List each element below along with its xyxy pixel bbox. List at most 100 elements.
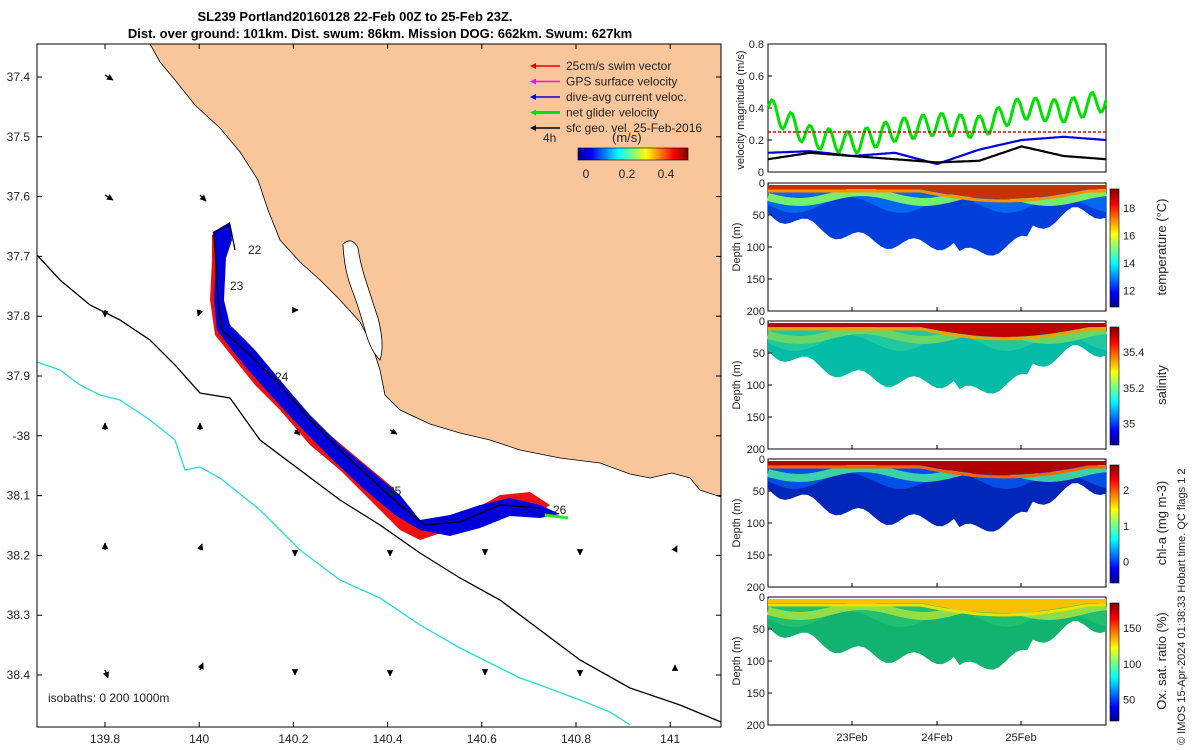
depth-tick-label: 200: [747, 444, 765, 456]
depth-tick-label: 150: [747, 550, 765, 562]
geostrophic-arrows: [101, 74, 679, 679]
depth-tick-label: 50: [753, 210, 765, 222]
colorbar-tick: 0: [583, 167, 590, 181]
velocity-ytick-label: 0.8: [749, 39, 764, 51]
colorbar-label: chl-a (mg m-3): [1154, 481, 1169, 566]
section-transition-layer: [768, 327, 1106, 341]
track-line: [213, 224, 541, 526]
colorbar-tick-label: 16: [1123, 231, 1135, 243]
colorbar-tick-label: 14: [1123, 258, 1135, 270]
geostrophic-arrow: [199, 194, 207, 202]
section-transition-layer: [768, 465, 1106, 479]
velocity-panel: velocity magnitude (m/s) 0 0.2 0.4 0.6 0.8: [735, 39, 1108, 179]
depth-tick-label: 200: [747, 582, 765, 594]
lat-ticks: 37.4 37.5 37.6 37.7 37.8 37.9 -38 38.1 38.2 38.3 3…: [7, 70, 721, 682]
geostrophic-arrow: [389, 428, 398, 435]
title-line-1: SL239 Portland20160128 22-Feb 00Z to 25-…: [197, 9, 512, 24]
map-panel: 22 23 24 25 26 isobaths: 0 200 1000m 37.…: [7, 43, 722, 746]
time-tick: 23Feb: [836, 732, 867, 744]
depth-tick-label: 100: [747, 518, 765, 530]
title-line-2: Dist. over ground: 101km. Dist. swum: 86…: [128, 26, 632, 41]
legend-label: net glider velocity: [566, 106, 659, 120]
depth-tick-label: 0: [759, 454, 765, 466]
colorbar-tick-label: 35.4: [1123, 347, 1144, 359]
section-colorbar: [1109, 188, 1120, 308]
colorbar-tick-label: 2: [1123, 485, 1129, 497]
section-panel-sal: 0 50 100 150 200 Depth (m) 35 35.2 35.4 salinity: [731, 316, 1169, 456]
colorbar-unit: (m/s): [612, 130, 642, 145]
island: [342, 240, 383, 361]
colorbar-tick: 0.4: [658, 167, 675, 181]
isobath-1000m: [37, 361, 631, 726]
depth-ylabel: Depth (m): [731, 637, 743, 686]
section-panel-chl: 0 50 100 150 200 Depth (m) 0 1 2 chl-a (mg m-3): [731, 454, 1169, 594]
day-label: 24: [275, 370, 289, 384]
depth-tick-label: 200: [747, 306, 765, 318]
colorbar-tick-label: 0: [1123, 557, 1129, 569]
legend-time-tag: 4h: [543, 131, 556, 145]
legend-label: GPS surface velocity: [566, 75, 677, 89]
section-transition-layer: [768, 189, 1106, 203]
lon-tick-label: 140.8: [561, 732, 591, 746]
section-colorbar: [1109, 464, 1120, 584]
geostrophic-arrow: [104, 194, 114, 201]
section-surface-layer: [768, 461, 1106, 475]
lat-tick-label: 37.4: [7, 70, 31, 84]
depth-ylabel: Depth (m): [731, 499, 743, 548]
legend-label: dive-avg current veloc.: [566, 90, 687, 104]
geostrophic-arrow: [197, 662, 204, 671]
geostrophic-arrow: [196, 309, 203, 317]
legend-arrowhead: [530, 125, 536, 131]
colorbar-tick-label: 100: [1123, 659, 1141, 671]
lon-tick-label: 140.2: [278, 732, 308, 746]
glider-track: [210, 222, 569, 540]
colorbar-tick-label: 50: [1123, 695, 1135, 707]
geostrophic-arrow: [293, 428, 301, 436]
time-tick: 24Feb: [921, 732, 952, 744]
speed-colorbar: [577, 147, 689, 161]
depth-tick-label: 0: [759, 316, 765, 328]
legend-label: 25cm/s swim vector: [566, 59, 671, 73]
geostrophic-arrow: [104, 74, 114, 81]
lat-tick-label: 37.6: [7, 190, 31, 204]
depth-tick-label: 50: [753, 486, 765, 498]
colorbar-tick-label: 1: [1123, 521, 1129, 533]
lon-tick-label: 140.4: [373, 732, 403, 746]
lat-tick-label: 38.3: [7, 608, 31, 622]
velocity-ytick-label: 0.4: [749, 103, 764, 115]
depth-tick-label: 100: [747, 656, 765, 668]
section-surface-layer: [768, 185, 1106, 199]
lat-tick-label: -38: [13, 429, 31, 443]
section-deep-layer: [768, 197, 1106, 256]
depth-tick-label: 0: [759, 178, 765, 190]
section-deep-layer: [768, 335, 1106, 394]
section-panel-ox: 0 50 100 150 200 Depth (m) 50 100 150 Ox. sat. ra…: [731, 592, 1169, 732]
isobath-200m: [37, 254, 721, 723]
time-tick: 25Feb: [1005, 732, 1036, 744]
legend-arrowhead: [530, 78, 536, 85]
map-frame: [36, 43, 722, 728]
section-transition-layer: [768, 603, 1106, 617]
velocity-series-line: [766, 91, 1108, 155]
velocity-ylabel: velocity magnitude (m/s): [735, 50, 747, 169]
lon-ticks: 139.8 140 140.2 140.4 140.6 140.8 141: [90, 44, 681, 746]
section-panel-temp: 0 50 100 150 200 Depth (m) 12 14 16 18 temperature…: [731, 178, 1169, 318]
section-deep-layer: [768, 611, 1106, 670]
depth-ylabel: Depth (m): [731, 223, 743, 272]
depth-tick-label: 150: [747, 412, 765, 424]
depth-tick-label: 150: [747, 274, 765, 286]
legend-label: sfc geo. vel. 25-Feb-2016: [566, 121, 702, 135]
section-surface-layer: [768, 323, 1106, 337]
colorbar-label: temperature (°C): [1154, 199, 1169, 296]
lon-tick-label: 140: [189, 732, 209, 746]
colorbar-label: salinity: [1154, 365, 1169, 405]
section-surface-layer: [768, 599, 1106, 613]
day-label: 25: [388, 484, 402, 498]
depth-tick-label: 150: [747, 688, 765, 700]
colorbar-tick-label: 18: [1123, 203, 1135, 215]
colorbar-label: Ox. sat. ratio (%): [1154, 612, 1169, 710]
velocity-ytick-label: 0.6: [749, 71, 764, 83]
geostrophic-arrow: [671, 545, 678, 553]
section-mid-layer: [767, 463, 1107, 483]
